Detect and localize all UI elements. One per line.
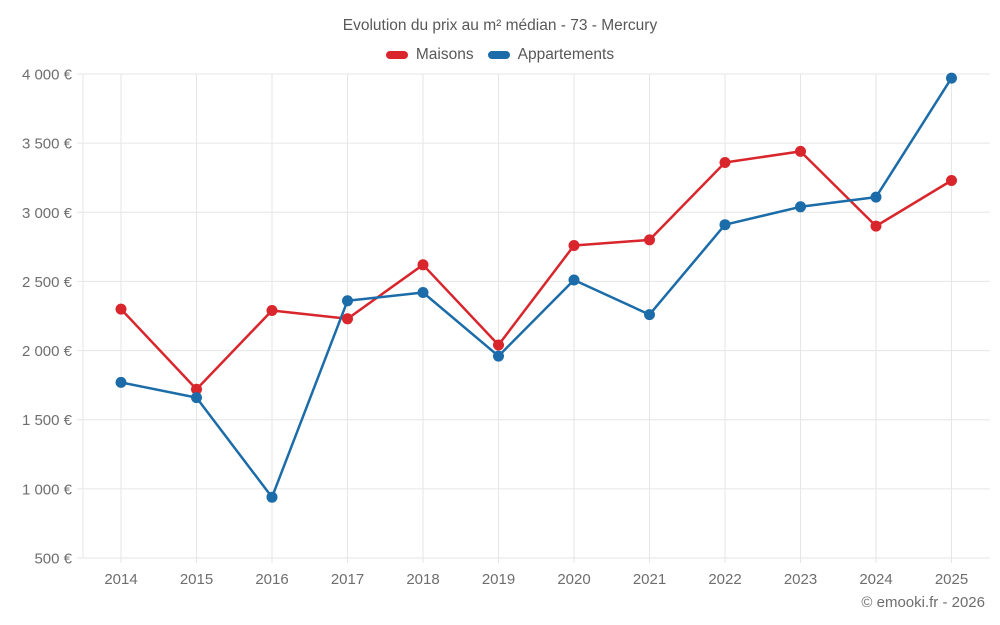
data-point-appartements-2016[interactable] bbox=[266, 491, 278, 503]
data-point-maisons-2025[interactable] bbox=[946, 175, 957, 186]
data-point-appartements-2022[interactable] bbox=[719, 219, 731, 231]
x-axis-label: 2025 bbox=[935, 571, 968, 588]
series-line-maisons bbox=[119, 150, 953, 391]
chart-title: Evolution du prix au m² médian - 73 - Me… bbox=[342, 17, 658, 34]
data-point-appartements-2014[interactable] bbox=[115, 376, 127, 388]
data-point-appartements-2017[interactable] bbox=[342, 295, 353, 307]
series-line-appartements bbox=[119, 76, 953, 499]
legend-item-appartements[interactable]: Appartements bbox=[487, 46, 615, 64]
data-point-appartements-2021[interactable] bbox=[644, 309, 655, 321]
x-axis-label: 2018 bbox=[406, 571, 439, 588]
x-axis-label: 2016 bbox=[255, 571, 288, 588]
x-axis-label: 2019 bbox=[482, 571, 515, 588]
data-point-maisons-2024[interactable] bbox=[870, 220, 882, 232]
data-point-appartements-2018[interactable] bbox=[417, 287, 429, 298]
x-axis-label: 2022 bbox=[708, 571, 741, 588]
x-axis-label: 2015 bbox=[180, 571, 213, 588]
data-point-maisons-2022[interactable] bbox=[719, 157, 731, 168]
legend-label-appartements: Appartements bbox=[517, 46, 615, 63]
legend-swatch-maisons bbox=[385, 51, 408, 59]
legend-item-maisons[interactable]: Maisons bbox=[385, 46, 474, 64]
data-point-appartements-2019[interactable] bbox=[493, 350, 504, 362]
y-axis-label: 3 500 € bbox=[22, 136, 73, 153]
y-axis-label: 1 500 € bbox=[22, 412, 73, 429]
legend-label-maisons: Maisons bbox=[415, 46, 474, 63]
y-axis-label: 2 000 € bbox=[22, 343, 73, 360]
data-point-maisons-2018[interactable] bbox=[417, 259, 429, 271]
data-point-appartements-2020[interactable] bbox=[568, 274, 580, 286]
x-axis-label: 2023 bbox=[784, 571, 817, 588]
x-axis-label: 2021 bbox=[633, 571, 666, 588]
y-axis-label: 4 000 € bbox=[22, 67, 73, 84]
data-point-maisons-2021[interactable] bbox=[644, 234, 655, 246]
x-axis-label: 2014 bbox=[104, 571, 137, 588]
data-point-appartements-2024[interactable] bbox=[870, 191, 882, 203]
data-point-maisons-2016[interactable] bbox=[266, 305, 278, 316]
chart-legend: Maisons Appartements bbox=[0, 46, 1000, 64]
y-axis-label: 1 000 € bbox=[22, 481, 73, 498]
y-axis-label: 500 € bbox=[34, 551, 72, 568]
x-axis-label: 2017 bbox=[331, 571, 364, 588]
data-point-maisons-2020[interactable] bbox=[568, 240, 580, 251]
data-point-maisons-2017[interactable] bbox=[342, 313, 353, 325]
x-axis-label: 2020 bbox=[557, 571, 590, 588]
data-point-appartements-2023[interactable] bbox=[795, 201, 806, 213]
data-point-maisons-2014[interactable] bbox=[115, 303, 127, 315]
x-axis-label: 2024 bbox=[859, 571, 892, 588]
data-point-maisons-2023[interactable] bbox=[795, 145, 806, 157]
data-point-maisons-2015[interactable] bbox=[191, 383, 202, 395]
y-axis-label: 3 000 € bbox=[22, 205, 73, 222]
data-point-appartements-2025[interactable] bbox=[946, 72, 957, 84]
data-point-appartements-2015[interactable] bbox=[191, 392, 202, 404]
y-axis-label: 2 500 € bbox=[22, 274, 73, 291]
copyright-text: © emooki.fr - 2026 bbox=[861, 594, 985, 611]
data-point-maisons-2019[interactable] bbox=[493, 339, 504, 351]
legend-swatch-appartements bbox=[487, 51, 510, 59]
